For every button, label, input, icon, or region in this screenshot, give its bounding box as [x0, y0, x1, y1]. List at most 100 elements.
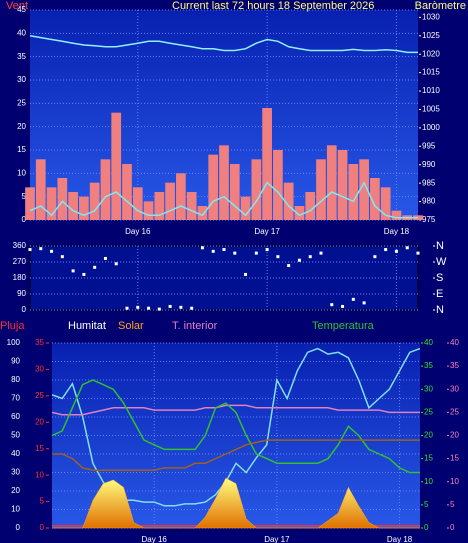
bar [273, 150, 283, 220]
bar [316, 159, 326, 220]
y-tick-label: 1025 [422, 31, 440, 40]
y-tick-label: 60 [11, 412, 20, 421]
x-tick-label: Day 16 [142, 535, 168, 543]
point [114, 262, 118, 266]
y-tick-label: 0 [450, 523, 455, 532]
point [211, 249, 215, 253]
y-tick-label: 25 [424, 407, 433, 416]
y-tick-label: 995 [422, 141, 436, 150]
y-tick-label: 20 [11, 486, 20, 495]
y-tick-label: 90 [11, 357, 20, 366]
y-tick-label: 15 [17, 145, 26, 154]
point [341, 304, 345, 308]
bar [111, 112, 122, 220]
area [52, 477, 420, 529]
y-tick-label: 35 [424, 361, 433, 370]
legend-label: Humitat [68, 320, 106, 332]
y-tick-label: 0 [22, 215, 27, 224]
y-tick-label: 0 [424, 523, 429, 532]
y-tick-label: 10 [35, 470, 44, 479]
bar [79, 196, 89, 220]
bar [283, 182, 294, 220]
y-tick-label: 5 [22, 192, 27, 201]
bar [143, 201, 154, 220]
y-tick-label: 40 [11, 449, 20, 458]
y-axis-label: Vent [6, 0, 28, 12]
y-tick-label: 90 [17, 289, 26, 298]
y-tick-label: 270 [13, 257, 27, 266]
chart-title: Current last 72 hours 18 September 2026 [172, 0, 374, 12]
point [179, 305, 183, 309]
y-tick-label: 45 [17, 5, 26, 14]
y-tick-label: 20 [450, 431, 459, 440]
y-tick-label: N [436, 304, 444, 316]
y-tick-label: 35 [35, 338, 44, 347]
y-tick-label: 1000 [422, 123, 440, 132]
bar [154, 192, 165, 220]
line [52, 439, 420, 471]
bar [359, 159, 369, 220]
y-tick-label: E [436, 288, 443, 300]
bar [165, 182, 175, 220]
bar [100, 159, 111, 220]
y-tick-label: 10 [450, 477, 459, 486]
y-tick-label: 5 [424, 500, 429, 509]
x-tick-label: Day 18 [387, 535, 413, 543]
point [276, 255, 280, 259]
point [190, 306, 194, 310]
bar [305, 192, 316, 220]
y2-axis-label: Baròmetre [415, 0, 466, 12]
point [351, 297, 355, 301]
y-tick-label: 180 [13, 273, 27, 282]
y-tick-label: 40 [424, 338, 433, 347]
x-tick-label: Day 16 [125, 227, 151, 236]
point [405, 246, 409, 250]
point [244, 272, 248, 276]
point [125, 306, 129, 310]
x-tick-label: Day 17 [254, 227, 280, 236]
bar [132, 187, 143, 220]
y-tick-label: 25 [35, 391, 44, 400]
y-tick-label: 80 [11, 375, 20, 384]
y-tick-label: 0 [40, 523, 45, 532]
plot-area [29, 245, 419, 311]
legend-label: Temperatura [312, 320, 375, 332]
y-tick-label: 30 [11, 468, 20, 477]
bar [262, 108, 272, 220]
point [287, 264, 291, 268]
line [29, 181, 418, 219]
x-tick-label: Day 17 [264, 535, 290, 543]
y-tick-label: 15 [450, 454, 459, 463]
x-tick-label: Day 18 [384, 227, 410, 236]
y-tick-label: 30 [17, 75, 26, 84]
point [168, 304, 172, 308]
bar [229, 164, 240, 220]
legend-label: T. interior [172, 320, 218, 332]
y-tick-label: 10 [424, 477, 433, 486]
bar [348, 164, 359, 220]
point [373, 255, 377, 259]
y-tick-label: 10 [17, 168, 26, 177]
bar [294, 206, 305, 220]
bar [122, 164, 132, 220]
y-tick-label: 40 [17, 28, 26, 37]
point [50, 249, 54, 253]
bar [186, 192, 197, 220]
y-tick-label: 15 [35, 444, 44, 453]
y-tick-label: 990 [422, 160, 436, 169]
y-tick-label: 1015 [422, 68, 440, 77]
point [103, 256, 107, 260]
point [394, 249, 398, 253]
point [82, 272, 86, 276]
y-tick-label: 980 [422, 197, 436, 206]
y-tick-label: 20 [17, 122, 26, 131]
point [308, 255, 312, 259]
point [297, 258, 301, 262]
point [157, 307, 161, 311]
bar [337, 150, 348, 220]
point [254, 251, 258, 255]
point [319, 251, 323, 255]
y-tick-label: 0 [16, 523, 21, 532]
bar [380, 187, 391, 220]
